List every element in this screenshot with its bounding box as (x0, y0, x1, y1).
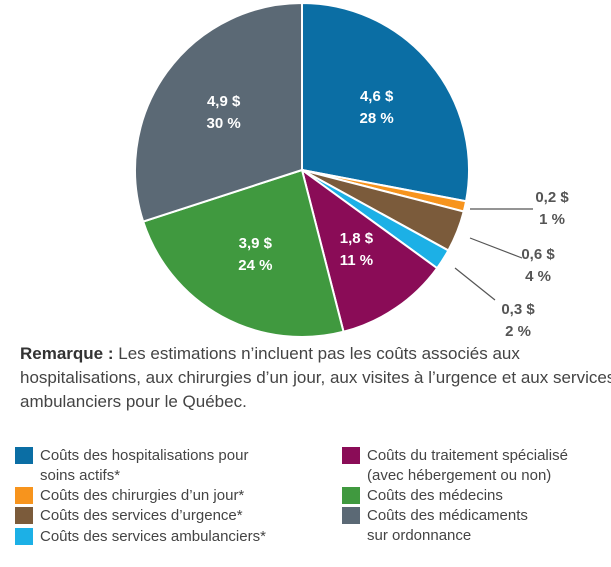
pie-slice (134, 1, 303, 223)
amount-label: 3,9 $ (239, 235, 273, 252)
legend-swatch (15, 487, 33, 504)
legend-label: Coûts des médecins (367, 487, 503, 504)
amount-label: 1,8 $ (340, 230, 374, 247)
note: Remarque : Les estimations n’incluent pa… (20, 342, 611, 414)
legend-label: Coûts du traitement spécialisé (avec héb… (367, 447, 568, 484)
note-text: Les estimations n’incluent pas les coûts… (20, 344, 611, 411)
value-label: 2 % (505, 323, 531, 340)
amount-label: 0,2 $ (535, 189, 569, 206)
value-label: 4 % (525, 268, 551, 285)
leader-line (454, 267, 496, 301)
amount-label: 0,6 $ (521, 246, 555, 263)
amount-label: 4,9 $ (207, 93, 241, 110)
value-label: 30 % (207, 115, 241, 132)
value-label: 28 % (360, 110, 394, 127)
amount-label: 4,6 $ (360, 88, 394, 105)
pie-chart: 4,6 $ 28 % 0,2 $ 1 % 0,6 $ 4 % 0,3 $ 2 % 1,8 $ 11… (134, 1, 569, 340)
value-label: 24 % (238, 257, 272, 274)
legend-swatch (342, 507, 360, 524)
note-label: Remarque : (20, 344, 114, 363)
legend-label: Coûts des hospitalisations pour soins ac… (40, 447, 249, 484)
legend-label: Coûts des chirurgies d’un jour* (40, 487, 245, 504)
leader-line (469, 237, 523, 259)
value-label: 11 % (340, 252, 373, 269)
pie-slice (141, 168, 345, 338)
legend-swatch (342, 487, 360, 504)
pie-slice (300, 167, 439, 333)
legend-label: Coûts des médicaments sur ordonnance (367, 507, 528, 544)
value-label: 1 % (539, 211, 565, 228)
legend-swatch (15, 447, 33, 464)
legend-swatch (342, 447, 360, 464)
pie-slice (301, 1, 470, 203)
legend-swatch (15, 528, 33, 545)
legend-label: Coûts des services d’urgence* (40, 507, 243, 524)
amount-label: 0,3 $ (501, 301, 535, 318)
legend-label: Coûts des services ambulanciers* (40, 528, 266, 545)
legend-swatch (15, 507, 33, 524)
